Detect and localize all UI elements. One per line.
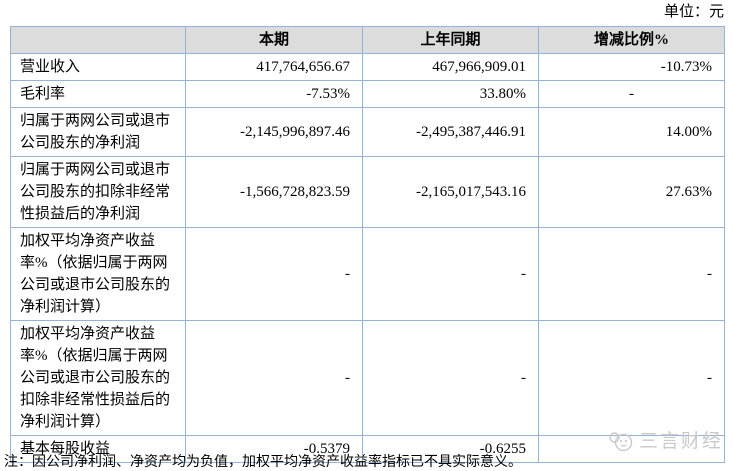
cell-current: - [185, 320, 363, 436]
cell-label: 归属于两网公司或退市公司股东的扣除非经常性损益后的净利润 [10, 156, 186, 228]
table-row-net-profit: 归属于两网公司或退市公司股东的净利润 -2,145,996,897.46 -2,… [10, 107, 725, 157]
header-prior-period: 上年同期 [362, 26, 539, 54]
cell-change: -10.73% [538, 53, 725, 81]
table-row-gross-margin: 毛利率 -7.53% 33.80% - [10, 80, 725, 108]
cell-change: - [538, 227, 725, 321]
table-row-basic-eps: 基本每股收益 -0.5379 -0.6255 [10, 435, 725, 463]
table-row-revenue: 营业收入 417,764,656.67 467,966,909.01 -10.7… [10, 53, 725, 81]
cell-current: -0.5379 [185, 435, 363, 463]
table-row-weighted-avg-roe: 加权平均净资产收益率%（依据归属于两网公司或退市公司股东的净利润计算） - - … [10, 227, 725, 321]
cell-prior: 33.80% [362, 80, 539, 108]
cell-prior: -2,495,387,446.91 [362, 107, 539, 157]
table-row-net-profit-excl-nonrecurring: 归属于两网公司或退市公司股东的扣除非经常性损益后的净利润 -1,566,728,… [10, 156, 725, 228]
cell-prior: - [362, 320, 539, 436]
cell-change [538, 435, 725, 463]
header-metric [10, 26, 186, 54]
footnote: 注：因公司净利润、净资产均为负值，加权平均净资产收益率指标已不具实际意义。 [4, 455, 522, 470]
cell-label: 加权平均净资产收益率%（依据归属于两网公司或退市公司股东的净利润计算） [10, 227, 186, 321]
cell-change: 27.63% [538, 156, 725, 228]
table-header-row: 本期 上年同期 增减比例% [10, 26, 725, 54]
cell-current: -7.53% [185, 80, 363, 108]
cell-label: 基本每股收益 [10, 435, 186, 463]
cell-change: 14.00% [538, 107, 725, 157]
cell-current: 417,764,656.67 [185, 53, 363, 81]
cell-current: -1,566,728,823.59 [185, 156, 363, 228]
cell-prior: 467,966,909.01 [362, 53, 539, 81]
cell-change: - [538, 320, 725, 436]
cell-label: 毛利率 [10, 80, 186, 108]
cell-label: 加权平均净资产收益率%（依据归属于两网公司或退市公司股东的扣除非经常性损益后的净… [10, 320, 186, 436]
cell-label: 营业收入 [10, 53, 186, 81]
header-current-period: 本期 [185, 26, 363, 54]
unit-label: 单位：元 [663, 4, 724, 20]
table-row-weighted-avg-roe-excl-nonrecurring: 加权平均净资产收益率%（依据归属于两网公司或退市公司股东的扣除非经常性损益后的净… [10, 320, 725, 436]
cell-prior: - [362, 227, 539, 321]
cell-current: - [185, 227, 363, 321]
cell-change: - [538, 80, 725, 108]
cell-label: 归属于两网公司或退市公司股东的净利润 [10, 107, 186, 157]
cell-prior: -2,165,017,543.16 [362, 156, 539, 228]
cell-current: -2,145,996,897.46 [185, 107, 363, 157]
financial-results-table: 本期 上年同期 增减比例% 营业收入 417,764,656.67 467,96… [10, 26, 725, 463]
header-change-ratio: 增减比例% [538, 26, 725, 54]
